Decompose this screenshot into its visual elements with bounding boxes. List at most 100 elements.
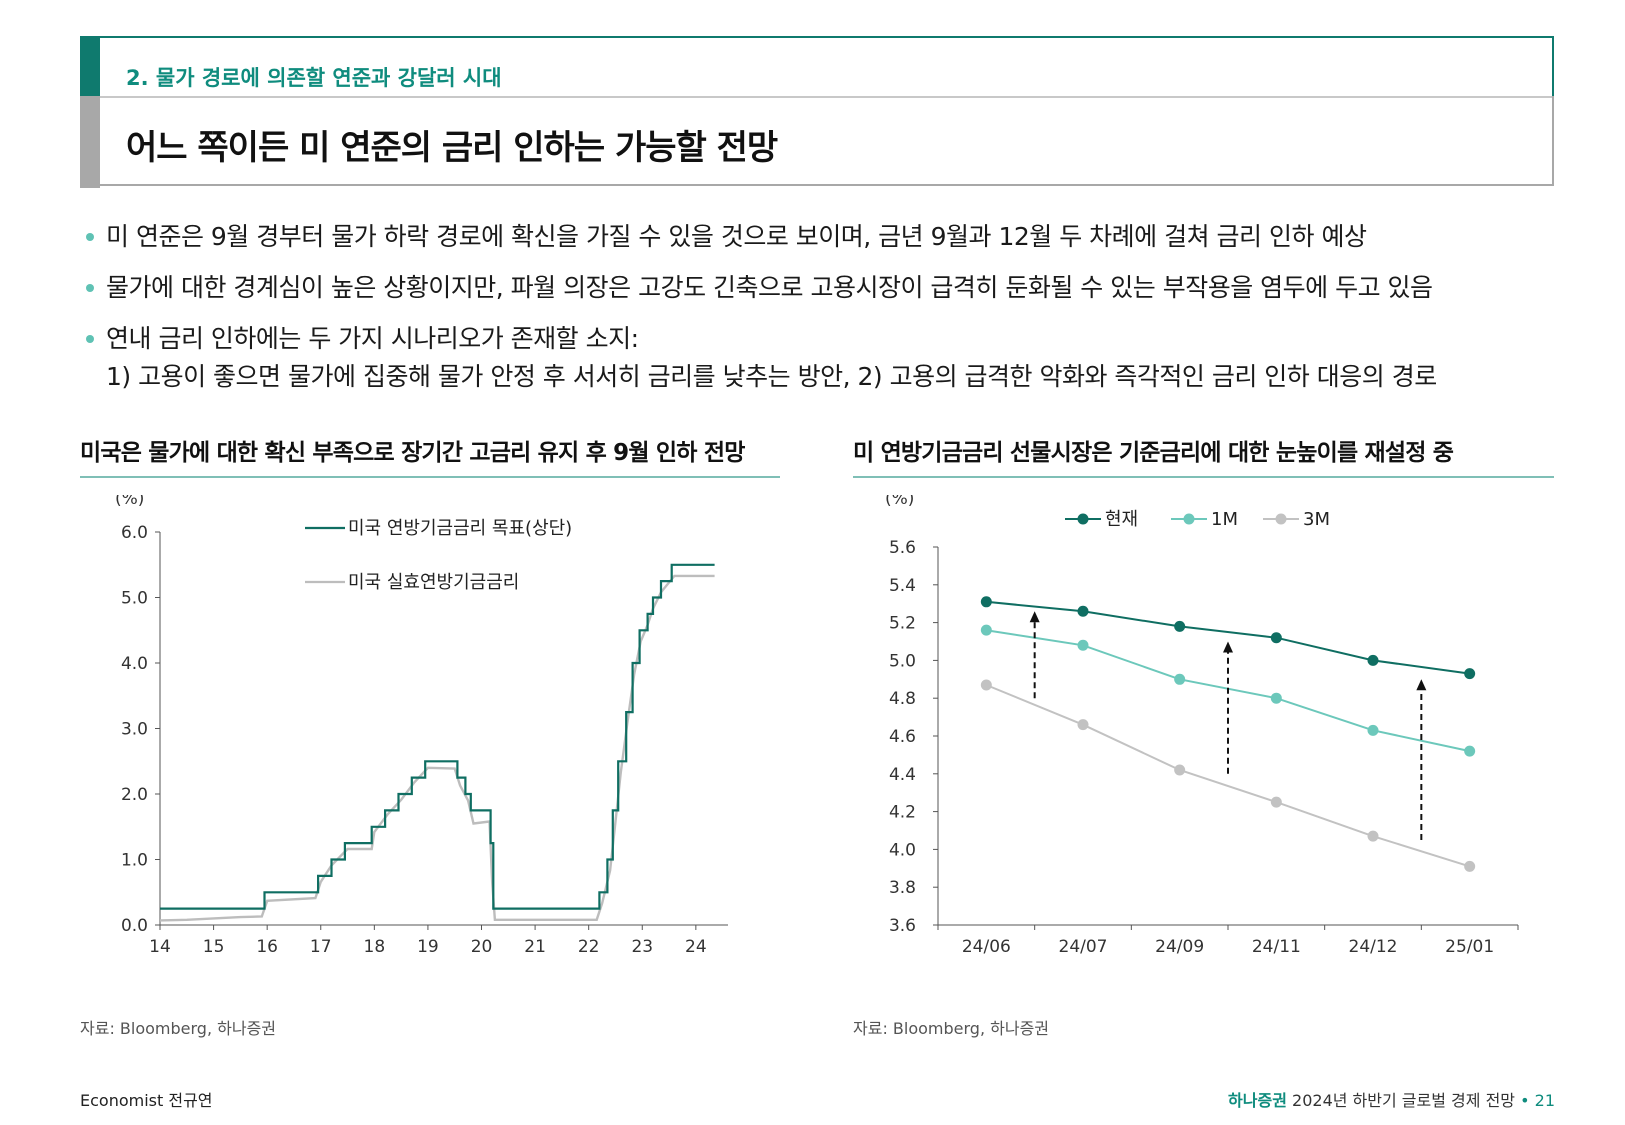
y-tick-label: 4.8	[889, 689, 916, 709]
legend-label: 1M	[1211, 509, 1238, 530]
footer-author: Economist 전규연	[80, 1091, 213, 1110]
section-label: 2. 물가 경로에 의존할 연준과 강달러 시대	[126, 66, 502, 90]
bullet-text: 미 연준은 9월 경부터 물가 하락 경로에 확신을 가질 수 있을 것으로 보…	[106, 222, 1367, 251]
x-tick-label: 24/12	[1349, 937, 1398, 957]
series-point-3M	[1270, 796, 1282, 808]
arrow-up-icon	[1223, 641, 1233, 653]
y-tick-label: 5.2	[889, 614, 916, 634]
footer-report-title: 2024년 하반기 글로벌 경제 전망	[1292, 1091, 1516, 1110]
series-point-3M	[1367, 830, 1379, 842]
series-point-현재	[980, 596, 992, 608]
y-tick-label: 4.2	[889, 803, 916, 823]
series-point-3M	[1464, 860, 1476, 872]
header-edge	[1552, 36, 1554, 96]
x-tick-label: 24	[685, 937, 707, 957]
series-point-3M	[1077, 719, 1089, 731]
legend-label: 현재	[1105, 509, 1138, 530]
fed-futures-chart: (%) 3.6 3.8 4.0 4.2 4.4 4.6 4.8 5.0 5.2 5.4 5.6 24/0…	[885, 495, 1519, 957]
x-tick-label: 20	[471, 937, 493, 957]
series-point-현재	[1270, 632, 1282, 644]
bullet-subtext: 1) 고용이 좋으면 물가에 집중해 물가 안정 후 서서히 금리를 낮추는 방…	[106, 362, 1437, 391]
y-tick-label: 4.0	[889, 840, 916, 860]
page-number: 21	[1534, 1091, 1555, 1110]
series-point-현재	[1464, 668, 1476, 680]
y-unit-label: (%)	[115, 495, 144, 509]
y-tick-label: 6.0	[121, 523, 148, 543]
bullet-item: 연내 금리 인하에는 두 가지 시나리오가 존재할 소지: 1) 고용이 좋으면…	[86, 320, 1566, 396]
bullet-list: 미 연준은 9월 경부터 물가 하락 경로에 확신을 가질 수 있을 것으로 보…	[86, 218, 1566, 409]
header-accent-gray	[80, 96, 100, 188]
legend-marker	[1077, 513, 1089, 525]
x-tick-label: 18	[364, 937, 386, 957]
series-line-3M	[985, 684, 1470, 868]
y-tick-label: 1.0	[121, 851, 148, 871]
y-tick-label: 3.0	[121, 720, 148, 740]
series-point-3M	[1174, 764, 1186, 776]
series-point-현재	[1367, 654, 1379, 666]
x-tick-label: 15	[203, 937, 225, 957]
x-tick-label: 16	[256, 937, 278, 957]
x-tick-label: 23	[631, 937, 653, 957]
arrow-up-icon	[1029, 611, 1040, 623]
bullet-item: 미 연준은 9월 경부터 물가 하락 경로에 확신을 가질 수 있을 것으로 보…	[86, 218, 1566, 256]
y-tick-label: 0.0	[121, 916, 148, 936]
legend-marker	[1183, 513, 1195, 525]
footer-separator: •	[1520, 1091, 1530, 1110]
y-tick-label: 3.8	[889, 878, 916, 898]
x-tick-label: 17	[310, 937, 332, 957]
footer-report: 하나증권 2024년 하반기 글로벌 경제 전망 • 21	[1228, 1087, 1555, 1111]
bullet-dot-icon	[86, 284, 94, 292]
x-tick-label: 19	[417, 937, 439, 957]
legend-label: 3M	[1303, 509, 1330, 530]
y-tick-label: 3.6	[889, 916, 916, 936]
left-panel-rule	[80, 476, 780, 478]
arrow-up-icon	[1416, 679, 1427, 691]
y-tick-label: 5.0	[121, 589, 148, 609]
series-point-1M	[1174, 673, 1186, 685]
x-tick-label: 25/01	[1445, 937, 1494, 957]
bullet-dot-icon	[86, 335, 94, 343]
header-box: 2. 물가 경로에 의존할 연준과 강달러 시대 어느 쪽이든 미 연준의 금리…	[80, 36, 1554, 188]
header-accent-teal	[80, 36, 100, 96]
series-point-3M	[980, 679, 992, 691]
series-point-1M	[1270, 692, 1282, 704]
x-tick-label: 21	[524, 937, 546, 957]
x-tick-label: 14	[149, 937, 171, 957]
series-line-현재	[986, 600, 1470, 675]
x-tick-label: 24/07	[1059, 937, 1108, 957]
y-tick-label: 4.0	[121, 654, 148, 674]
left-panel-title: 미국은 물가에 대한 확신 부족으로 장기간 고금리 유지 후 9월 인하 전망	[80, 440, 745, 466]
series-point-현재	[1174, 620, 1186, 632]
y-tick-label: 5.4	[889, 576, 916, 596]
right-chart-source: 자료: Bloomberg, 하나증권	[853, 1019, 1050, 1038]
series-point-1M	[1464, 745, 1476, 757]
y-tick-label: 2.0	[121, 785, 148, 805]
series-point-1M	[1367, 724, 1379, 736]
series-line-fed-target	[160, 563, 715, 910]
series-point-1M	[980, 624, 992, 636]
x-tick-label: 24/09	[1155, 937, 1204, 957]
x-tick-label: 24/11	[1252, 937, 1301, 957]
x-tick-label: 22	[578, 937, 600, 957]
y-unit-label: (%)	[885, 495, 914, 509]
series-point-1M	[1077, 639, 1089, 651]
series-point-현재	[1077, 605, 1089, 617]
y-tick-label: 4.6	[889, 727, 916, 747]
bullet-text: 물가에 대한 경계심이 높은 상황이지만, 파월 의장은 고강도 긴축으로 고용…	[106, 273, 1433, 302]
right-panel-rule	[853, 476, 1554, 478]
header-divider	[100, 96, 1552, 98]
series-line-effective-rate	[159, 574, 715, 922]
footer-brand: 하나증권	[1228, 1091, 1287, 1110]
right-panel-title: 미 연방기금금리 선물시장은 기준금리에 대한 눈높이를 재설정 중	[853, 440, 1454, 466]
legend-marker	[1275, 513, 1287, 525]
bullet-item: 물가에 대한 경계심이 높은 상황이지만, 파월 의장은 고강도 긴축으로 고용…	[86, 269, 1566, 307]
y-tick-label: 5.6	[889, 538, 916, 558]
left-chart-source: 자료: Bloomberg, 하나증권	[80, 1019, 277, 1038]
y-tick-label: 5.0	[889, 651, 916, 671]
page-title: 어느 쪽이든 미 연준의 금리 인하는 가능할 전망	[126, 128, 778, 168]
legend-label: 미국 실효연방기금금리	[348, 572, 519, 593]
bullet-text: 연내 금리 인하에는 두 가지 시나리오가 존재할 소지:	[106, 324, 639, 353]
bullet-dot-icon	[86, 233, 94, 241]
x-tick-label: 24/06	[962, 937, 1011, 957]
y-tick-label: 4.4	[889, 765, 916, 785]
